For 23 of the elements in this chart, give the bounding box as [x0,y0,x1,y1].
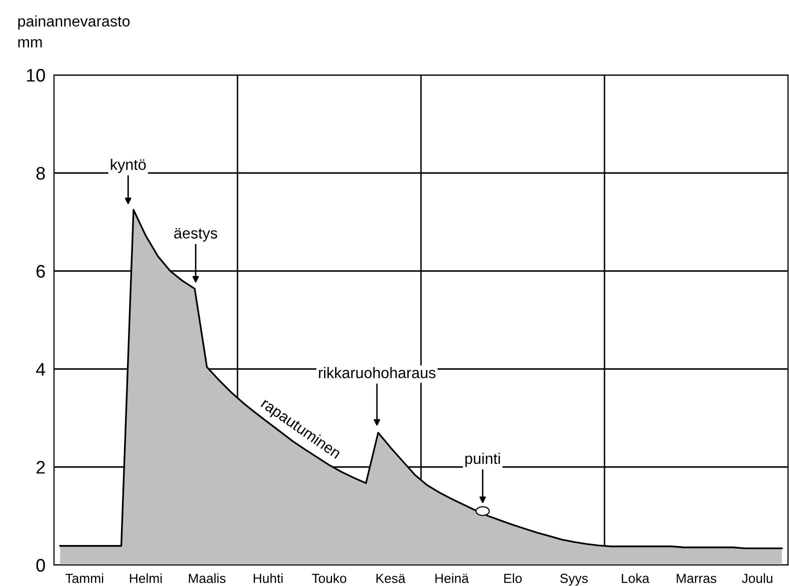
x-tick-label: Joulu [742,573,772,584]
x-tick-label: Loka [622,573,650,584]
y-tick-label: 4 [36,363,46,376]
annotation: äestys [174,228,218,242]
y-tick-label: 8 [36,166,45,180]
annotation: rikkaruohoharaus [318,367,436,378]
y-tick-label: 0 [36,558,45,572]
y-tick-label: 6 [36,264,45,278]
x-tick-label: Huhti [254,573,283,584]
y-axis-title: painannevarasto mm [18,15,130,48]
annotation: puinti [465,452,500,467]
x-tick-label: Marras [676,574,716,584]
y-tick-label: 2 [36,460,45,474]
x-tick-label: Maalis [188,573,226,584]
x-tick-label: Kesä [376,574,406,584]
y-tick-label: 10 [26,68,45,82]
x-tick-label: Heinä [435,573,469,584]
x-tick-label: Syys [560,574,588,586]
x-tick-label: Elo [504,573,522,584]
x-tick-label: Tammi [65,573,104,584]
annotation: kyntö [110,158,146,173]
x-tick-label: Touko [312,573,346,584]
x-tick-label: Helmi [130,573,162,584]
